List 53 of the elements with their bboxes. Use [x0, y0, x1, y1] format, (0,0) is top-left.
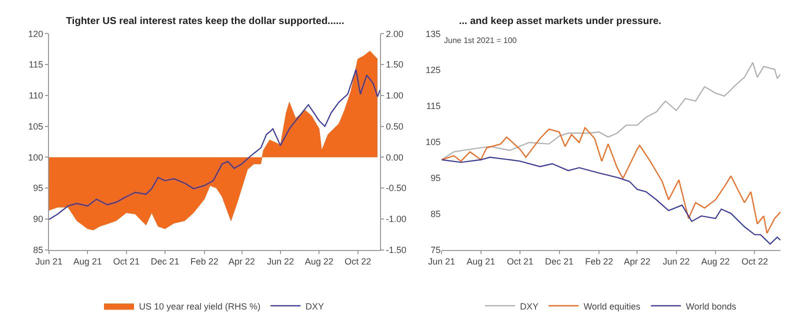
- x-tick-label: Aug 21: [73, 256, 102, 267]
- chart-subtitle: June 1st 2021 = 100: [444, 36, 518, 45]
- x-tick-label: Dec 21: [150, 256, 180, 267]
- x-tick-label: Jun 22: [266, 256, 294, 267]
- y-tick-label: 85: [33, 244, 44, 255]
- x-tick-label: Feb 22: [585, 256, 614, 267]
- y2-tick-label: -1.00: [386, 214, 406, 224]
- x-tick-label: Oct 21: [506, 256, 534, 267]
- y2-tick-label: 0.00: [386, 152, 404, 162]
- x-tick-label: Aug 22: [304, 256, 334, 267]
- x-tick-label: Dec 21: [545, 256, 574, 267]
- y-tick-label: 125: [426, 64, 441, 75]
- x-tick-label: Jun 21: [35, 256, 62, 267]
- y2-tick-label: 0.50: [386, 121, 404, 132]
- legend-label: US 10 year real yield (RHS %): [139, 301, 261, 312]
- line-series: [442, 127, 780, 234]
- x-tick-label: Oct 21: [113, 256, 140, 267]
- line-series: [442, 62, 780, 160]
- line-series: [48, 68, 380, 220]
- chart-title: Tighter US real interest rates keep the dollar supported......: [66, 16, 344, 27]
- y-tick-label: 120: [28, 28, 44, 39]
- x-tick-label: Oct 22: [741, 256, 768, 267]
- x-tick-label: Jun 21: [428, 256, 456, 267]
- legend-label: DXY: [520, 301, 539, 312]
- x-tick-label: Aug 21: [466, 256, 496, 267]
- y-tick-label: 90: [33, 214, 44, 224]
- y-tick-label: 75: [430, 244, 441, 255]
- y2-tick-label: -0.50: [386, 183, 406, 194]
- legend-label: World equities: [584, 301, 641, 312]
- y2-tick-label: 1.50: [386, 60, 404, 70]
- y2-tick-label: -1.50: [386, 244, 406, 255]
- y2-tick-label: 2.00: [386, 28, 404, 39]
- x-tick-label: Oct 22: [344, 256, 372, 267]
- legend-label: World bonds: [686, 301, 737, 312]
- x-tick-label: Aug 22: [701, 256, 730, 267]
- y-tick-label: 95: [430, 172, 441, 183]
- y-tick-label: 105: [426, 136, 441, 147]
- x-tick-label: Apr 22: [624, 256, 650, 267]
- y-tick-label: 110: [28, 90, 44, 101]
- line-series: [442, 156, 780, 245]
- y-tick-label: 115: [426, 100, 441, 111]
- x-tick-label: Jun 22: [662, 256, 690, 267]
- y-tick-label: 115: [28, 60, 44, 70]
- y-tick-label: 105: [28, 121, 44, 132]
- y-tick-label: 100: [28, 152, 44, 162]
- y-tick-label: 95: [33, 183, 44, 194]
- x-tick-label: Apr 22: [228, 256, 256, 267]
- y2-tick-label: 1.00: [386, 90, 404, 101]
- y-tick-label: 135: [426, 28, 441, 39]
- chart-title: ... and keep asset markets under pressure.: [459, 16, 662, 27]
- y-tick-label: 85: [430, 208, 441, 219]
- legend-label: DXY: [306, 301, 324, 312]
- x-tick-label: Feb 22: [190, 256, 218, 267]
